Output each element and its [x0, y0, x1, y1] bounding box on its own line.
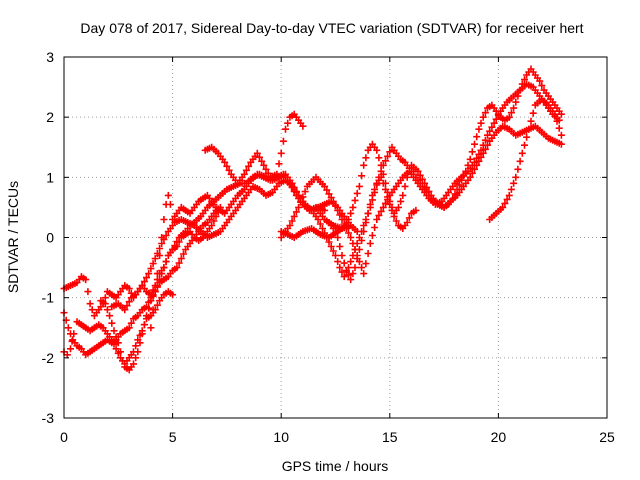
data-point-markers: [201, 110, 307, 187]
x-tick-label: 0: [60, 429, 68, 445]
chart-title: Day 078 of 2017, Sidereal Day-to-day VTE…: [80, 20, 583, 36]
y-tick-label: -3: [42, 410, 55, 426]
series-sat-l: [325, 173, 420, 284]
series-sat-j: [486, 95, 565, 223]
x-tick-label: 20: [491, 429, 507, 445]
series-sat-f: [201, 110, 307, 187]
y-axis-label: SDTVAR / TECUs: [5, 181, 21, 293]
y-tick-label: 2: [46, 109, 54, 125]
data-point-markers: [97, 206, 220, 374]
x-tick-label: 5: [169, 429, 177, 445]
x-tick-label: 10: [273, 429, 289, 445]
y-tick-label: -2: [42, 350, 55, 366]
x-tick-label: 25: [599, 429, 615, 445]
plot-area: [60, 65, 565, 374]
y-tick-label: 1: [46, 169, 54, 185]
x-axis-label: GPS time / hours: [282, 458, 389, 474]
data-point-markers: [486, 95, 565, 223]
y-tick-label: 0: [46, 230, 54, 246]
y-tick-label: 3: [46, 49, 54, 65]
series-sat-k: [108, 176, 361, 314]
y-tick-label: -1: [42, 290, 55, 306]
data-point-markers: [108, 176, 361, 314]
x-tick-label: 15: [382, 429, 398, 445]
axis-ticks: 0 5 10 15 20 25 -3 -2 -1 0 1 2 3: [42, 49, 615, 445]
data-point-markers: [325, 173, 420, 284]
series-sat-d: [97, 206, 220, 374]
